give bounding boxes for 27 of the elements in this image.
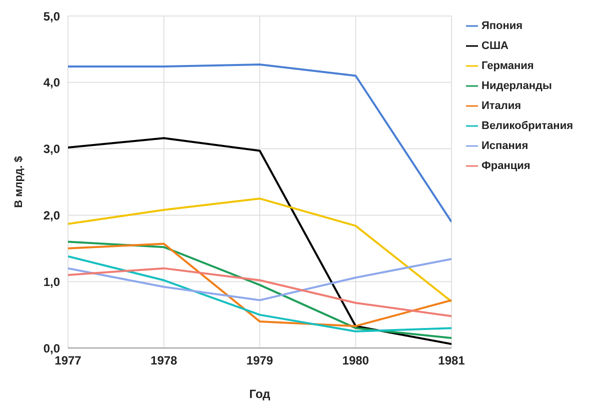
x-tick-label: 1981 — [438, 354, 466, 368]
x-tick-label: 1978 — [150, 354, 178, 368]
y-tick-label: 5,0 — [43, 9, 60, 24]
legend-label: Испания — [482, 140, 528, 152]
line-series — [68, 198, 452, 303]
legend-label: Япония — [482, 20, 523, 32]
y-tick-label: 4,0 — [43, 76, 60, 90]
line-series — [68, 255, 452, 332]
line-series — [68, 267, 452, 318]
y-tick-label: 0,0 — [43, 341, 60, 356]
x-tick-label: 1980 — [342, 354, 370, 368]
line-series — [68, 63, 452, 223]
legend-label: Великобритания — [482, 120, 573, 132]
line-series — [68, 137, 452, 346]
legend-label: США — [482, 40, 508, 52]
legend-label: Германия — [482, 60, 534, 72]
y-tick-label: 2,0 — [43, 208, 60, 222]
y-tick-label: 3,0 — [43, 142, 60, 156]
legend-label: Италия — [482, 100, 522, 112]
y-tick-label: 1,0 — [43, 274, 60, 289]
legend-label: Франция — [482, 160, 530, 172]
x-tick-label: 1979 — [246, 354, 274, 368]
x-axis-title: Год — [249, 387, 271, 401]
x-tick-label: 1977 — [54, 354, 82, 368]
line-series — [68, 258, 452, 302]
y-axis-title: В млрд. $ — [12, 156, 25, 208]
legend-label: Нидерланды — [482, 80, 552, 92]
